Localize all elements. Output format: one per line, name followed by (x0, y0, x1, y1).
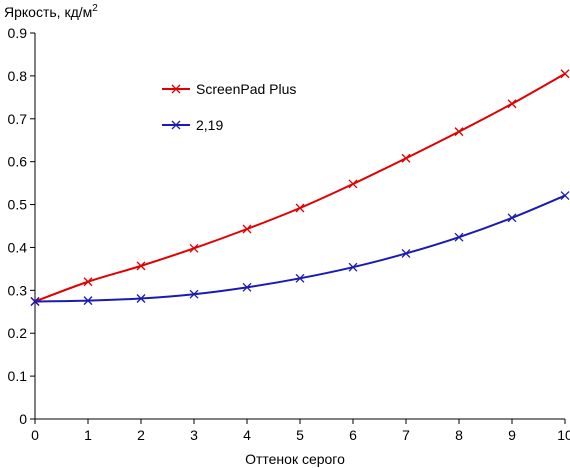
series-layer (30, 69, 570, 306)
data-point (136, 294, 146, 303)
legend: ScreenPad Plus 2,19 (162, 81, 296, 133)
y-tick-label: 0 (19, 411, 27, 427)
y-ticks: 0 0.1 0.2 0.3 0.4 0.5 0.6 0.7 0.8 0.9 (8, 25, 35, 427)
series-1 (30, 69, 570, 306)
data-point (507, 213, 517, 223)
data-point (560, 69, 570, 79)
x-tick-label: 6 (349, 427, 357, 443)
y-axis-title-text: Яркость, кд/м (4, 4, 92, 20)
data-point (189, 243, 199, 253)
y-tick-label: 0.6 (8, 154, 28, 170)
x-tick-label: 4 (243, 427, 251, 443)
legend-label: 2,19 (196, 117, 223, 133)
y-tick-label: 0.5 (8, 197, 28, 213)
data-point (295, 273, 305, 283)
x-ticks: 0 1 2 3 4 5 6 7 8 9 10 (31, 419, 570, 443)
y-axis-title: Яркость, кд/м2 (4, 3, 98, 20)
x-tick-label: 1 (84, 427, 92, 443)
data-point (242, 282, 252, 292)
y-tick-label: 0.9 (8, 25, 28, 41)
data-point (348, 262, 358, 272)
data-point (136, 261, 146, 271)
data-point (295, 203, 305, 213)
data-point (242, 224, 252, 234)
x-axis-title: Оттенок серого (245, 451, 345, 467)
data-point (348, 179, 358, 189)
x-tick-label: 9 (508, 427, 516, 443)
data-point (507, 99, 517, 109)
data-point (560, 191, 570, 201)
x-tick-label: 8 (455, 427, 463, 443)
data-point (30, 297, 40, 306)
legend-item: 2,19 (162, 117, 223, 133)
series-line (34, 72, 566, 303)
data-point (189, 289, 199, 299)
data-point (401, 153, 411, 163)
data-point (454, 232, 464, 242)
y-axis-title-superscript: 2 (92, 3, 98, 14)
legend-label: ScreenPad Plus (196, 81, 296, 97)
y-tick-label: 0.4 (8, 239, 28, 255)
legend-item: ScreenPad Plus (162, 81, 296, 97)
y-tick-label: 0.1 (8, 368, 28, 384)
x-tick-label: 5 (296, 427, 304, 443)
x-tick-label: 3 (190, 427, 198, 443)
y-tick-label: 0.3 (8, 282, 28, 298)
x-tick-label: 2 (137, 427, 145, 443)
y-tick-label: 0.8 (8, 68, 28, 84)
x-tick-label: 10 (557, 427, 570, 443)
y-tick-label: 0.2 (8, 325, 28, 341)
y-tick-label: 0.7 (8, 111, 28, 127)
legend-marker (171, 84, 181, 94)
data-point (401, 248, 411, 258)
data-point (83, 277, 93, 287)
data-point (454, 127, 464, 137)
data-point (83, 296, 93, 306)
legend-marker (171, 120, 181, 130)
x-tick-label: 7 (402, 427, 410, 443)
series-line (34, 194, 566, 303)
x-tick-label: 0 (31, 427, 39, 443)
series-2 (30, 191, 570, 306)
